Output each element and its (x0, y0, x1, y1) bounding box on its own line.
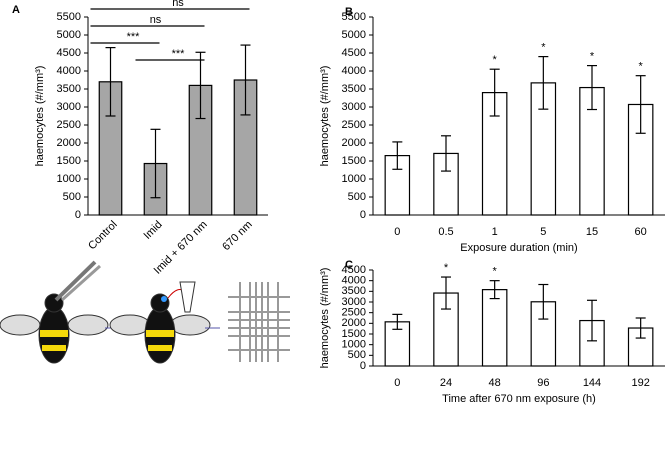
y-tick-label: 3500 (57, 83, 81, 95)
significance-label: * (590, 51, 595, 63)
comparison-label: *** (127, 31, 141, 43)
y-tick-label: 3000 (342, 101, 366, 113)
illustration (0, 260, 290, 364)
y-tick-label: 0 (360, 360, 366, 372)
y-tick-label: 500 (63, 191, 81, 203)
y-tick-label: 2000 (342, 317, 366, 329)
y-tick-label: 1500 (342, 155, 366, 167)
y-axis-label: haemocytes (#/mm³) (34, 66, 46, 167)
comparison-label: ns (150, 14, 162, 26)
x-tick-label: 5 (540, 226, 546, 238)
x-tick-label: 48 (489, 377, 501, 389)
x-tick-label: 0 (394, 226, 400, 238)
y-tick-label: 1000 (342, 173, 366, 185)
x-tick-label: Control (86, 219, 120, 253)
panel-label: C (345, 259, 353, 271)
bee (0, 260, 109, 364)
bee (109, 281, 211, 364)
x-tick-label: Imid (141, 219, 164, 242)
y-tick-label: 4500 (57, 47, 81, 59)
significance-label: * (541, 42, 546, 54)
x-tick-label: 144 (583, 377, 601, 389)
significance-label: * (639, 61, 644, 73)
significance-label: * (493, 54, 498, 66)
bar (481, 289, 508, 367)
y-tick-label: 3000 (342, 296, 366, 308)
y-tick-label: 5000 (342, 29, 366, 41)
y-axis-label: haemocytes (#/mm³) (319, 66, 331, 167)
x-tick-label: 670 nm (220, 219, 254, 253)
y-tick-label: 3500 (342, 83, 366, 95)
panel-label: A (12, 4, 20, 16)
x-tick-label: 24 (440, 377, 452, 389)
y-tick-label: 3000 (57, 101, 81, 113)
y-tick-label: 4000 (342, 65, 366, 77)
x-tick-label: 60 (635, 226, 647, 238)
grid-icon (228, 282, 290, 362)
x-axis-label: Time after 670 nm exposure (h) (442, 393, 596, 405)
y-tick-label: 2000 (57, 137, 81, 149)
y-tick-label: 500 (348, 191, 366, 203)
y-tick-label: 0 (75, 209, 81, 221)
comparison-label: ns (172, 0, 184, 9)
y-tick-label: 3500 (342, 285, 366, 297)
x-tick-label: 0.5 (438, 226, 453, 238)
y-tick-label: 5000 (57, 29, 81, 41)
significance-label: * (444, 262, 449, 274)
y-tick-label: 1500 (57, 155, 81, 167)
significance-label: * (493, 266, 498, 278)
y-tick-label: 4000 (342, 275, 366, 287)
x-tick-label: 192 (631, 377, 649, 389)
y-tick-label: 4500 (342, 47, 366, 59)
y-tick-label: 4500 (342, 264, 366, 276)
y-tick-label: 1000 (342, 339, 366, 351)
y-tick-label: 1500 (342, 328, 366, 340)
y-tick-label: 5500 (57, 11, 81, 23)
y-tick-label: 1000 (57, 173, 81, 185)
comparison-label: *** (172, 48, 186, 60)
x-tick-label: 1 (492, 226, 498, 238)
x-axis-label: Exposure duration (min) (460, 242, 577, 254)
y-tick-label: 4000 (57, 65, 81, 77)
y-tick-label: 2500 (342, 119, 366, 131)
x-tick-label: 15 (586, 226, 598, 238)
x-tick-label: 0 (394, 377, 400, 389)
panel-label: B (345, 6, 353, 18)
y-tick-label: 500 (348, 349, 366, 361)
y-tick-label: 0 (360, 209, 366, 221)
y-tick-label: 2500 (57, 119, 81, 131)
x-tick-label: 96 (537, 377, 549, 389)
y-tick-label: 5500 (342, 11, 366, 23)
y-tick-label: 2500 (342, 307, 366, 319)
y-axis-label: haemocytes (#/mm³) (319, 268, 331, 369)
y-tick-label: 2000 (342, 137, 366, 149)
